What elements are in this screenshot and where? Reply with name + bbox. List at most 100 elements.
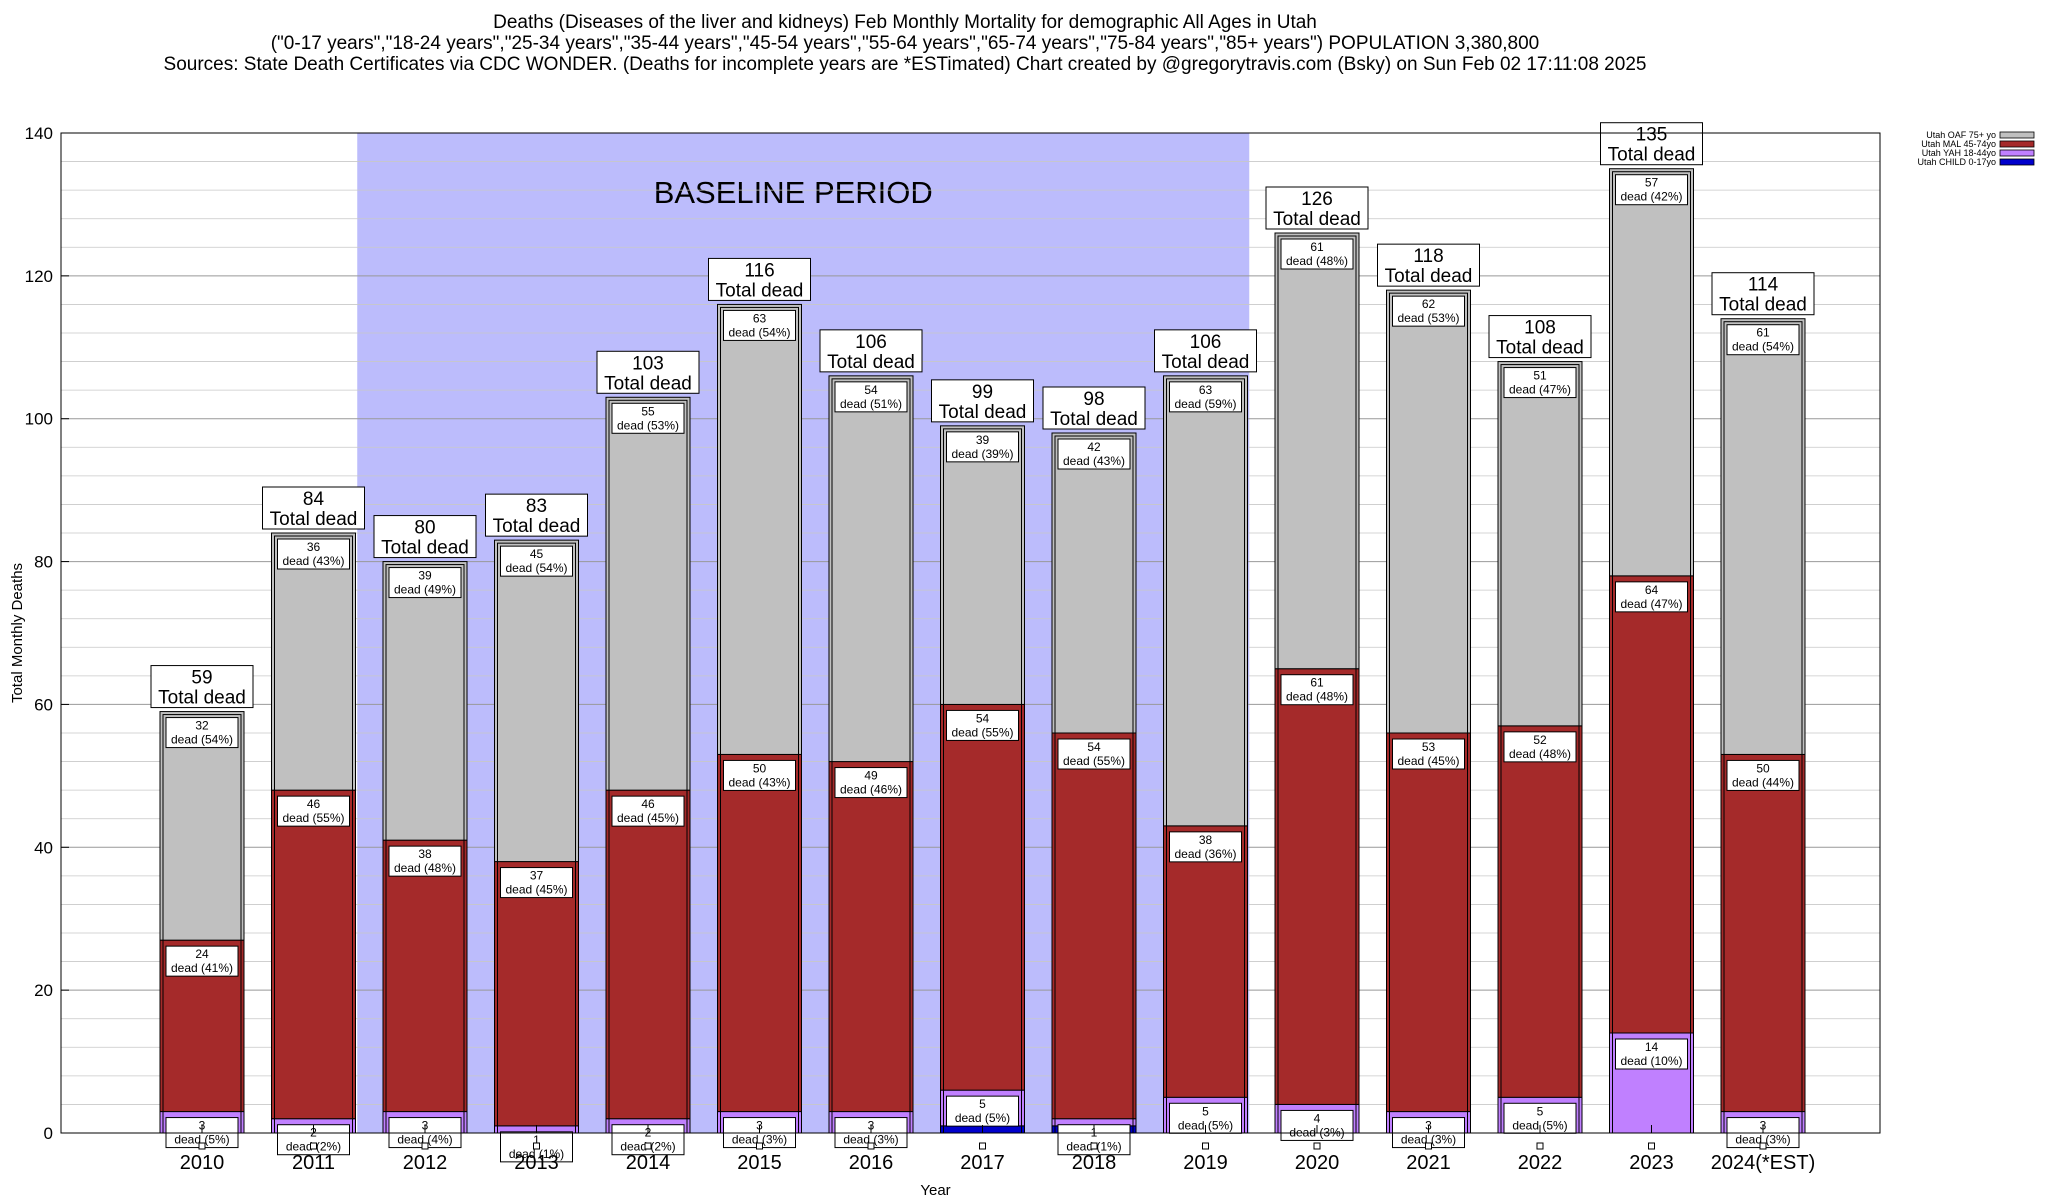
x-tick-label: 2020 (1295, 1152, 1340, 1174)
segment-label-count: 32 (195, 719, 209, 733)
segment-label-percent: dead (10%) (1620, 1054, 1682, 1068)
bar-segment (717, 303, 802, 755)
bar-segment (828, 375, 914, 763)
segment-label-count: 52 (1533, 733, 1547, 747)
segment-label-percent: dead (54%) (171, 733, 233, 747)
segment-label-box (834, 767, 908, 799)
x-tick-label: 2016 (849, 1152, 894, 1174)
bar-segment (271, 532, 356, 791)
bar-segment (1497, 725, 1583, 1098)
total-label-value: 84 (303, 489, 325, 510)
bar-segment (605, 789, 691, 1120)
segment-label-percent: dead (48%) (1286, 254, 1348, 268)
segment-label-box (165, 945, 239, 977)
segment-label-percent: dead (3%) (843, 1133, 898, 1147)
total-label-value: 98 (1083, 389, 1104, 410)
child-marker (1313, 1142, 1321, 1150)
child-marker (644, 1142, 652, 1150)
segment-label-percent: dead (1%) (509, 1147, 564, 1161)
segment-label-box (834, 381, 908, 413)
x-tick-label: 2012 (403, 1152, 448, 1174)
segment-label-box (723, 759, 796, 791)
total-label-value: 114 (1748, 275, 1779, 296)
segment-label-box (1280, 238, 1354, 270)
segment-label-box (165, 717, 239, 749)
segment-label-count: 5 (1202, 1104, 1209, 1118)
total-label-box (1600, 122, 1703, 166)
segment-label-percent: dead (55%) (282, 811, 344, 825)
segment-label-box (946, 709, 1019, 741)
total-label-value: 83 (526, 496, 547, 517)
total-label-text: Total dead (1050, 409, 1138, 430)
segment-label-percent: dead (3%) (1401, 1133, 1456, 1147)
segment-label-box (1057, 438, 1131, 470)
segment-label-count: 49 (864, 769, 878, 783)
segment-label-box (1280, 674, 1354, 706)
total-label-box (1265, 186, 1369, 230)
child-marker (979, 1142, 986, 1150)
total-label-text: Total dead (1162, 352, 1250, 373)
total-label-value: 108 (1524, 318, 1556, 339)
segment-label-percent: dead (59%) (1174, 397, 1236, 411)
x-tick-label: 2021 (1406, 1152, 1451, 1174)
child-marker (198, 1142, 206, 1150)
total-label-text: Total dead (827, 352, 915, 373)
segment-label-count: 38 (418, 847, 432, 861)
segment-label-count: 37 (530, 869, 544, 883)
segment-label-count: 1 (533, 1133, 540, 1147)
total-label-box (931, 379, 1034, 423)
total-label-text: Total dead (493, 516, 581, 537)
total-label-text: Total dead (381, 538, 469, 559)
bar-segment (828, 761, 914, 1113)
segment-label-percent: dead (55%) (1063, 754, 1125, 768)
bar-segment (1051, 732, 1137, 1120)
total-label-box (1042, 386, 1146, 430)
segment-label-count: 39 (976, 433, 990, 447)
x-axis-title: Year (920, 1182, 950, 1199)
segment-label-percent: dead (54%) (505, 561, 567, 575)
total-label-text: Total dead (1719, 295, 1807, 316)
segment-label-count: 54 (976, 711, 990, 725)
bar-segment (1163, 825, 1248, 1098)
bar-segment (717, 753, 802, 1113)
total-label-value: 99 (972, 382, 993, 403)
segment-label-box (277, 795, 350, 827)
y-tick-label: 100 (25, 410, 53, 429)
segment-label-percent: dead (54%) (1732, 340, 1794, 354)
segment-label-percent: dead (45%) (505, 883, 567, 897)
total-label-text: Total dead (716, 280, 804, 301)
x-tick-label: 2014 (626, 1152, 671, 1174)
segment-label-percent: dead (43%) (728, 775, 790, 789)
segment-label-percent: dead (5%) (955, 1111, 1010, 1125)
segment-label-count: 46 (641, 797, 655, 811)
segment-label-count: 55 (641, 404, 655, 418)
segment-label-count: 64 (1645, 583, 1659, 597)
total-label-box (1154, 329, 1257, 373)
bar-segment (1609, 168, 1694, 577)
segment-label-percent: dead (36%) (1174, 847, 1236, 861)
segment-label-percent: dead (51%) (840, 397, 902, 411)
x-tick-label: 2019 (1183, 1152, 1228, 1174)
segment-label-box (388, 845, 462, 877)
child-marker (1648, 1142, 1655, 1150)
bar-segment (1163, 375, 1248, 827)
child-marker (533, 1142, 540, 1150)
segment-label-count: 53 (1422, 740, 1436, 754)
segment-label-box (388, 567, 462, 599)
segment-label-percent: dead (45%) (617, 811, 679, 825)
segment-label-percent: dead (54%) (728, 325, 790, 339)
legend-label: Utah CHILD 0-17yo (1917, 157, 1996, 167)
segment-label-count: 63 (753, 311, 767, 325)
child-marker (1759, 1142, 1767, 1150)
bar-segment (1497, 361, 1583, 727)
segment-label-box (1169, 831, 1242, 863)
total-label-value: 106 (855, 332, 887, 353)
y-tick-label: 80 (34, 553, 53, 572)
bar-segment (1051, 432, 1137, 734)
segment-label-count: 14 (1645, 1040, 1659, 1054)
bar-segment (1720, 753, 1806, 1113)
segment-label-count: 54 (1087, 740, 1101, 754)
segment-label-count: 50 (1756, 761, 1770, 775)
total-label-box (150, 665, 254, 709)
